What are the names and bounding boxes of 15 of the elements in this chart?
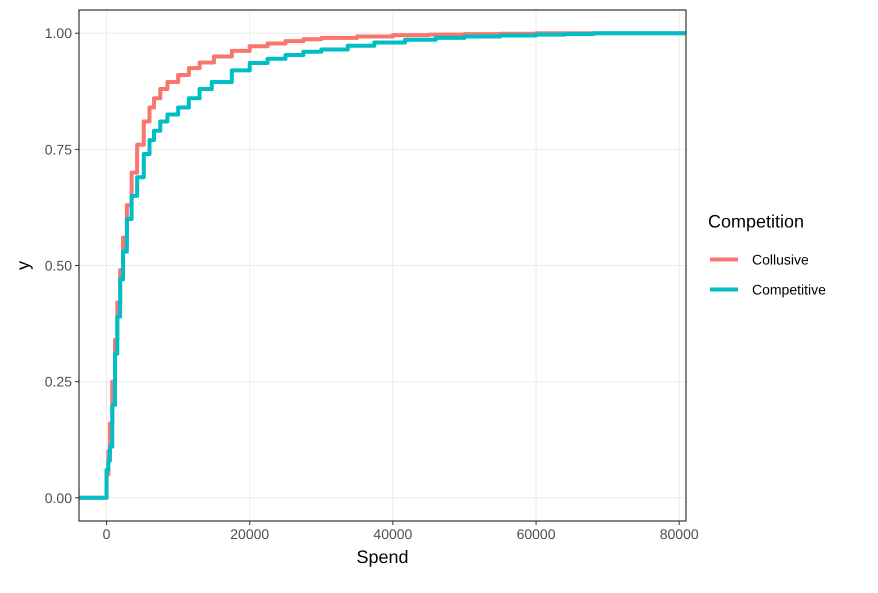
x-axis-title: Spend <box>356 547 409 567</box>
x-tick-label: 20000 <box>230 526 270 542</box>
y-tick-label: 0.50 <box>44 258 72 274</box>
y-tick-label: 0.00 <box>44 490 72 506</box>
y-tick-label: 0.25 <box>44 374 72 390</box>
y-tick-label: 0.75 <box>44 141 72 158</box>
legend-label: Collusive <box>752 252 810 268</box>
x-tick-label: 80000 <box>660 526 699 542</box>
x-tick-label: 40000 <box>373 526 413 542</box>
x-tick-label: 60000 <box>516 526 556 542</box>
legend-label: Competitive <box>752 282 826 298</box>
legend-title: Competition <box>708 212 804 232</box>
x-tick-label: 0 <box>102 526 111 542</box>
y-axis-title: y <box>13 261 33 270</box>
y-tick-label: 1.00 <box>44 25 72 42</box>
